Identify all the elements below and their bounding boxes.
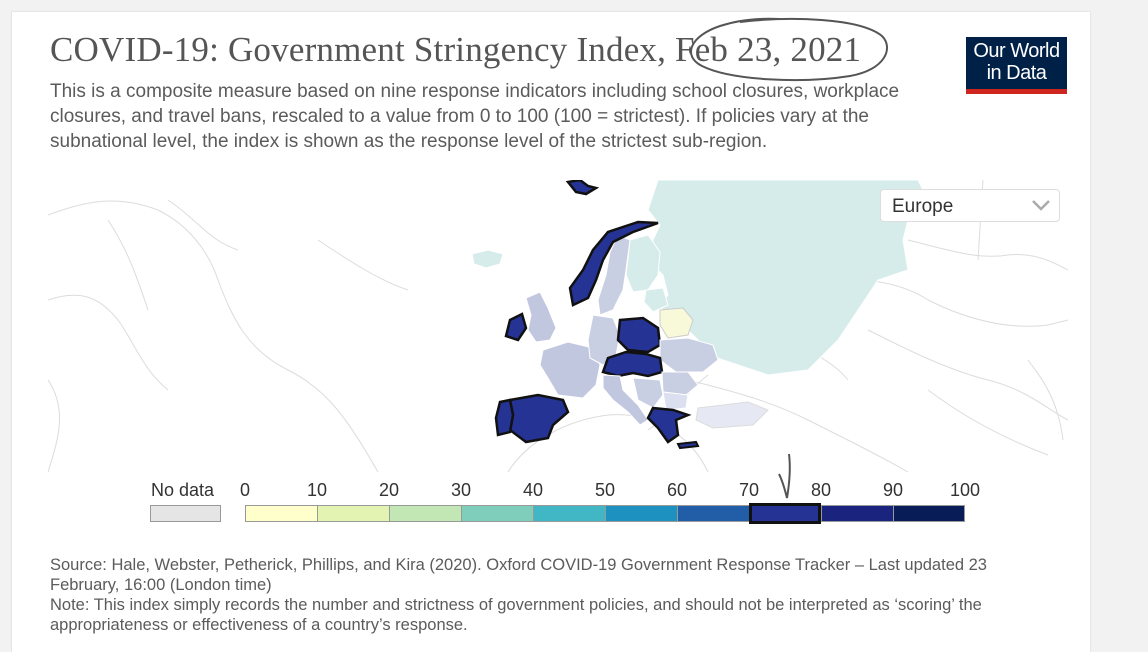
legend-tick-label: 80 (810, 480, 832, 500)
region-baltics[interactable] (643, 287, 669, 313)
logo-line-1: Our World (973, 40, 1060, 62)
legend-tick-label: 90 (882, 480, 904, 500)
region-iceland[interactable] (471, 249, 504, 269)
region-turkey[interactable] (695, 401, 769, 429)
region-bulgaria[interactable] (662, 391, 689, 411)
legend-bin-5[interactable] (605, 505, 677, 522)
background-outlines (48, 180, 1068, 472)
region-balkans[interactable] (632, 377, 664, 409)
legend-tick-label: 50 (594, 480, 616, 500)
logo-accent-bar (966, 89, 1067, 94)
choropleth-map (48, 180, 1068, 472)
region-romania[interactable] (661, 371, 699, 396)
legend-tick-label: 100 (949, 480, 981, 500)
region-crete[interactable] (676, 440, 700, 450)
region-italy[interactable] (602, 374, 649, 426)
legend-bin-1[interactable] (317, 505, 389, 522)
region-central-europe[interactable] (601, 350, 664, 378)
legend-tick-label: 70 (738, 480, 760, 500)
owid-logo[interactable]: Our World in Data (966, 37, 1067, 94)
region-sweden[interactable] (597, 234, 631, 316)
region-greece[interactable] (646, 406, 692, 444)
legend-bin-3[interactable] (461, 505, 533, 522)
legend-bin-7[interactable] (749, 503, 821, 524)
legend-tick-label: 30 (450, 480, 472, 500)
logo-line-2: in Data (986, 62, 1047, 84)
region-selector[interactable]: Europe (880, 189, 1060, 222)
legend-bin-0[interactable] (245, 505, 317, 522)
region-spain[interactable] (508, 393, 570, 444)
legend-bin-8[interactable] (821, 505, 893, 522)
legend-tick-label: 0 (239, 480, 251, 500)
region-ireland[interactable] (504, 312, 528, 342)
region-france[interactable] (539, 341, 601, 399)
region-selector-value: Europe (892, 196, 954, 217)
region-poland[interactable] (616, 316, 662, 354)
color-legend: No data 0 10 20 30 40 50 60 70 80 90 100 (140, 476, 1000, 532)
legend-tick-label: 20 (378, 480, 400, 500)
legend-bin-6[interactable] (677, 505, 749, 522)
note-line: Note: This index simply records the numb… (50, 596, 982, 634)
chevron-down-icon (1032, 200, 1050, 211)
chart-subtitle: This is a composite measure based on nin… (50, 81, 900, 152)
region-ukraine[interactable] (659, 337, 719, 373)
region-belarus[interactable] (659, 307, 694, 339)
legend-tick-label: 40 (522, 480, 544, 500)
legend-bin-9[interactable] (893, 505, 965, 522)
source-line: Source: Hale, Webster, Petherick, Philli… (50, 556, 987, 594)
region-uk[interactable] (525, 291, 557, 343)
legend-no-data-swatch[interactable] (150, 505, 221, 522)
region-norway[interactable] (568, 220, 659, 307)
legend-tick-label: 10 (306, 480, 328, 500)
legend-tick-label: 60 (666, 480, 688, 500)
source-note: Source: Hale, Webster, Petherick, Philli… (50, 555, 1030, 635)
legend-bin-4[interactable] (533, 505, 605, 522)
legend-no-data-label: No data (151, 480, 215, 500)
legend-bin-2[interactable] (389, 505, 461, 522)
chart-title: COVID-19: Government Stringency Index, F… (50, 30, 862, 69)
region-svalbard[interactable] (565, 180, 600, 196)
region-portugal[interactable] (494, 398, 515, 437)
